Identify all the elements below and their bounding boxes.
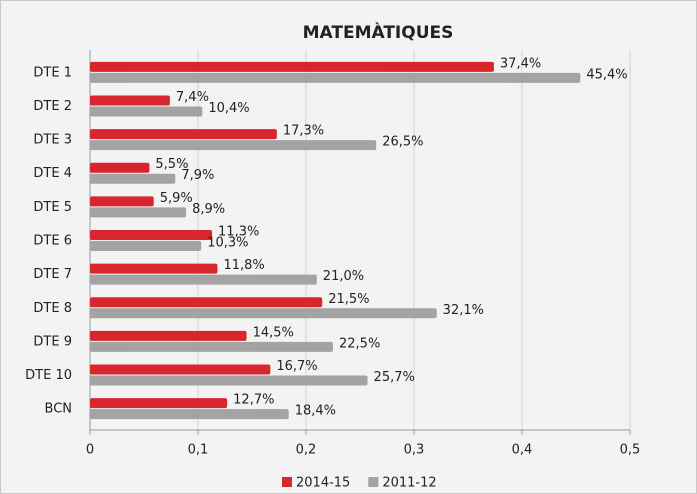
- bar: [90, 95, 170, 106]
- data-label: 25,7%: [374, 370, 415, 385]
- data-label: 7,9%: [181, 168, 214, 183]
- data-label: 18,4%: [295, 404, 336, 419]
- bar: [90, 173, 176, 184]
- data-label: 7,4%: [176, 90, 209, 105]
- data-label: 17,3%: [283, 124, 324, 139]
- y-tick-label: DTE 7: [33, 267, 72, 282]
- bar: [90, 241, 202, 251]
- bar: [90, 129, 277, 140]
- y-tick-label: DTE 1: [33, 65, 72, 80]
- y-tick-label: DTE 8: [33, 301, 72, 316]
- x-tick-label: 0,1: [188, 443, 209, 458]
- data-label: 8,9%: [192, 202, 225, 217]
- data-label: 21,0%: [323, 269, 364, 284]
- y-tick-label: DTE 4: [33, 166, 72, 181]
- bar: [90, 364, 271, 375]
- data-label: 11,3%: [218, 225, 259, 240]
- y-tick-label: DTE 9: [33, 334, 72, 349]
- bar: [90, 341, 333, 352]
- bar: [90, 330, 247, 341]
- y-tick-label: DTE 5: [33, 200, 72, 215]
- data-label: 16,7%: [276, 359, 317, 374]
- bar: [90, 162, 150, 173]
- y-tick-label: DTE 10: [25, 368, 72, 383]
- y-tick-label: DTE 3: [33, 133, 72, 148]
- chart-title: MATEMÀTIQUES: [303, 21, 454, 43]
- data-label: 32,1%: [443, 303, 484, 318]
- bar: [90, 72, 581, 83]
- x-tick-label: 0,4: [512, 443, 533, 458]
- x-tick-label: 0,2: [296, 443, 317, 458]
- bar: [90, 196, 154, 207]
- data-label: 21,5%: [328, 292, 369, 307]
- legend-swatch: [282, 477, 292, 487]
- data-label: 22,5%: [339, 336, 380, 351]
- bar: [90, 140, 377, 151]
- data-label: 37,4%: [500, 56, 541, 71]
- y-tick-label: DTE 6: [33, 234, 72, 249]
- bar: [90, 274, 317, 285]
- x-tick-label: 0,5: [620, 443, 641, 458]
- legend-swatch: [368, 477, 379, 487]
- legend-label: 2014-15: [296, 476, 350, 491]
- bar: [90, 230, 213, 240]
- bar: [90, 308, 437, 319]
- x-tick-label: 0: [86, 443, 94, 458]
- bar: [90, 297, 323, 308]
- data-label: 14,5%: [253, 325, 294, 340]
- legend-label: 2011-12: [382, 476, 436, 491]
- y-tick-label: BCN: [45, 402, 73, 417]
- bar: [90, 263, 218, 274]
- data-label: 10,3%: [207, 236, 248, 251]
- data-label: 5,5%: [155, 157, 188, 172]
- x-tick-label: 0,3: [404, 443, 425, 458]
- bar: [90, 61, 494, 72]
- data-label: 11,8%: [223, 258, 264, 273]
- data-label: 10,4%: [208, 101, 249, 116]
- data-label: 26,5%: [382, 135, 423, 150]
- bar: [90, 375, 368, 386]
- bar: [90, 207, 187, 218]
- bar: [90, 106, 203, 117]
- bar: [90, 409, 289, 420]
- data-label: 12,7%: [233, 393, 274, 408]
- bar: [90, 398, 228, 409]
- data-label: 5,9%: [160, 191, 193, 206]
- data-label: 45,4%: [586, 67, 627, 82]
- y-tick-label: DTE 2: [33, 99, 72, 114]
